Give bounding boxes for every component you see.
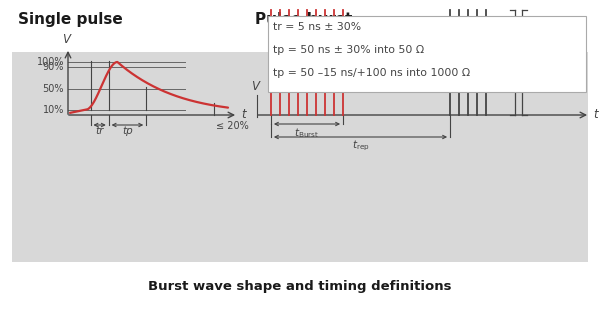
Text: f: f [526, 65, 530, 76]
Text: V: V [62, 33, 70, 46]
Text: tp = 50 ns ± 30% into 50 Ω: tp = 50 ns ± 30% into 50 Ω [273, 45, 424, 55]
Text: tp = 50 –15 ns/+100 ns into 1000 Ω: tp = 50 –15 ns/+100 ns into 1000 Ω [273, 68, 470, 78]
Text: 100%: 100% [37, 57, 64, 67]
Text: ≤ 20%: ≤ 20% [216, 121, 249, 131]
Text: Burst: Burst [541, 56, 565, 65]
Text: Single pulse: Single pulse [18, 12, 123, 27]
Text: Pulse burst: Pulse burst [255, 12, 352, 27]
Text: Burst wave shape and timing definitions: Burst wave shape and timing definitions [148, 280, 452, 293]
Bar [268, 16, 586, 92]
Text: t: t [241, 108, 245, 121]
Text: V: V [251, 80, 259, 93]
Text: $t_{\mathrm{Burst}}$: $t_{\mathrm{Burst}}$ [295, 126, 320, 140]
Text: tr = 5 ns ± 30%: tr = 5 ns ± 30% [273, 22, 361, 32]
Bar [12, 52, 588, 262]
Text: 1: 1 [526, 50, 533, 60]
Text: 10%: 10% [43, 105, 64, 115]
Text: tp: tp [122, 126, 133, 136]
Text: tr: tr [95, 126, 104, 136]
Text: 90%: 90% [43, 62, 64, 72]
Text: $t_{\mathrm{rep}}$: $t_{\mathrm{rep}}$ [352, 139, 370, 153]
Text: 50%: 50% [43, 83, 64, 94]
Text: t: t [593, 108, 598, 121]
